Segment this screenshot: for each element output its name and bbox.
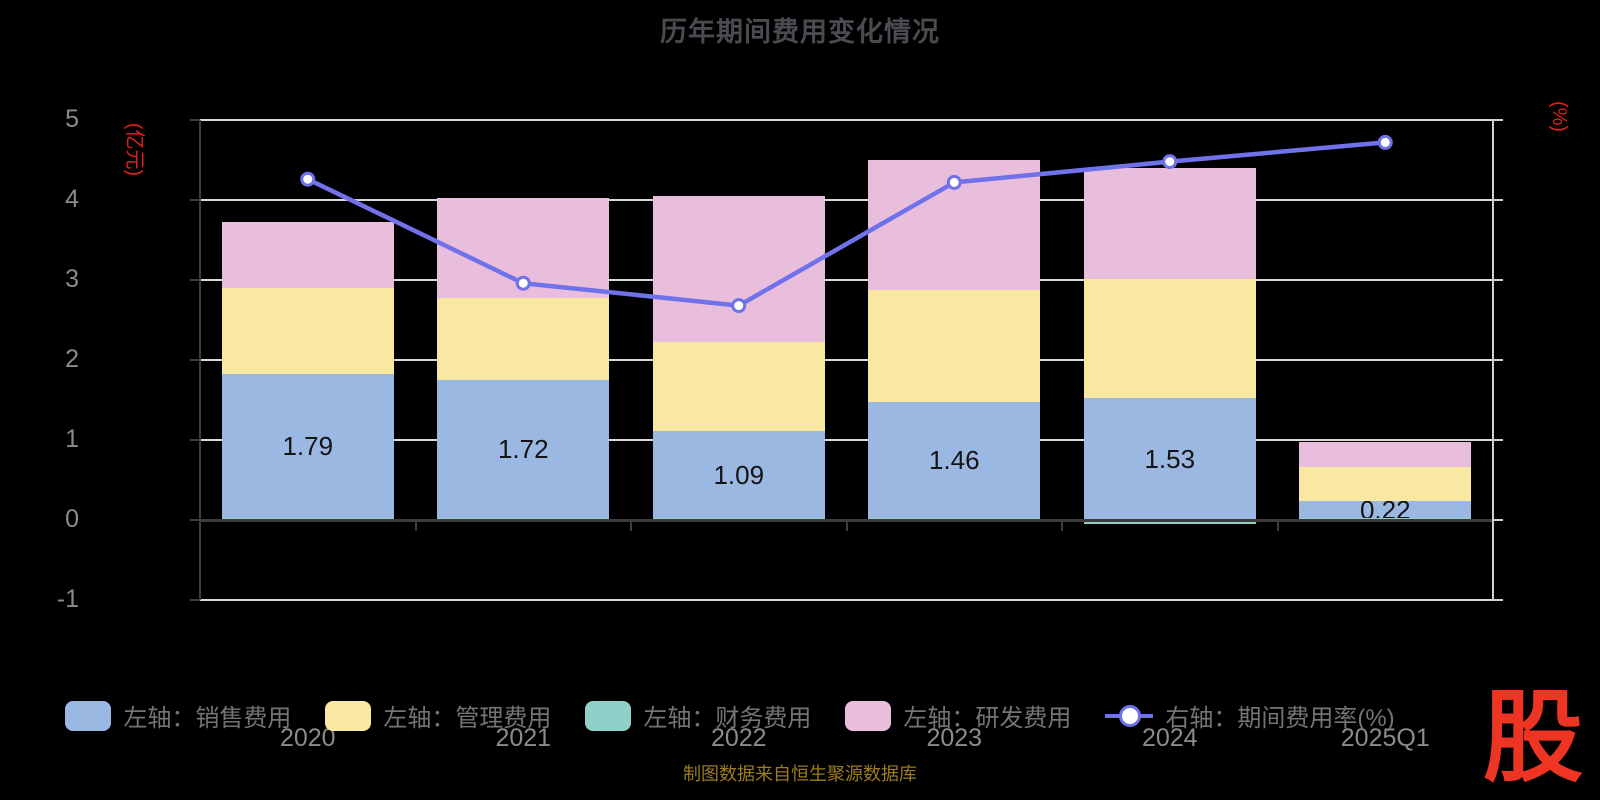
rate-line-point[interactable]	[731, 298, 747, 314]
legend-swatch	[325, 700, 372, 731]
x-axis-tick	[1061, 520, 1063, 531]
bar-value-label: 1.72	[497, 433, 549, 464]
legend-item[interactable]: 左轴：研发费用	[845, 698, 1071, 733]
gridline	[200, 439, 1493, 441]
right-axis-tick	[1493, 519, 1503, 521]
legend-swatch	[585, 700, 632, 731]
bar-segment-admin[interactable]	[1299, 467, 1472, 501]
left-axis-tick	[190, 599, 200, 601]
x-axis-category-label: 2020	[279, 724, 336, 752]
rate-line-point[interactable]	[1377, 134, 1393, 150]
rate-line-layer	[300, 134, 1393, 314]
data-source-note: 制图数据来自恒生聚源数据库	[683, 764, 917, 784]
plot-area: 543210-130252015105020202021202220232024…	[57, 107, 1503, 752]
legend-item[interactable]: 左轴：管理费用	[325, 698, 551, 733]
bar-segment-sales[interactable]: 0.22	[1299, 500, 1472, 519]
legend-swatch	[845, 700, 892, 731]
left-axis-tick-label: 2	[65, 345, 79, 373]
right-axis-tick	[1493, 359, 1503, 361]
legend-label: 左轴：财务费用	[643, 705, 812, 732]
bar-segment-sales[interactable]: 1.53	[1083, 397, 1256, 520]
rate-line	[306, 140, 1386, 308]
left-axis-unit-label: (亿元)	[123, 122, 146, 177]
legend: 左轴：销售费用 左轴：管理费用 左轴：财务费用 左轴：研发费用 右轴：期间费用率(%)	[0, 698, 1460, 733]
bar-segment-sales[interactable]: 1.46	[868, 401, 1041, 519]
bar-segment-admin[interactable]	[868, 289, 1041, 402]
right-axis-tick	[1493, 279, 1503, 281]
left-axis-tick-label: 1	[65, 425, 79, 453]
bar-segment-rnd[interactable]	[221, 222, 394, 288]
x-axis-tick	[630, 520, 632, 531]
bar-value-label: 1.09	[713, 459, 765, 490]
chart-title: 历年期间费用变化情况	[660, 17, 940, 47]
left-axis-tick-label: 3	[65, 265, 79, 293]
stock-logo-glyph: 股	[1483, 682, 1583, 794]
right-axis-tick	[1493, 199, 1503, 201]
bar-segment-rnd[interactable]	[1299, 442, 1472, 468]
bar-value-label: 1.53	[1144, 443, 1196, 474]
legend-swatch	[65, 700, 112, 731]
right-axis-tick	[1493, 599, 1503, 601]
left-axis-tick	[190, 199, 200, 201]
left-axis-tick-label: 4	[65, 185, 79, 213]
bar-segment-sales[interactable]: 1.79	[221, 374, 394, 518]
x-axis-category-label: 2023	[926, 724, 983, 752]
left-axis-tick	[190, 279, 200, 281]
bar-segment-admin[interactable]	[1083, 279, 1256, 398]
bar-segment-sales[interactable]: 1.09	[652, 431, 825, 519]
rate-line-point[interactable]	[515, 275, 531, 291]
gridline	[200, 199, 1493, 201]
legend-item[interactable]: 左轴：财务费用	[585, 698, 811, 733]
bar-segment-finance[interactable]	[221, 517, 394, 520]
x-axis-category-label: 2022	[710, 724, 767, 752]
bar-segment-finance[interactable]	[437, 517, 610, 520]
bar-segment-admin[interactable]	[652, 342, 825, 432]
right-axis-unit-label: (%)	[1548, 100, 1571, 133]
legend-line-symbol	[1105, 701, 1154, 731]
bar-segment-admin[interactable]	[437, 298, 610, 380]
left-axis-tick	[190, 439, 200, 441]
bar-segment-finance[interactable]	[1083, 520, 1256, 524]
rate-line-point[interactable]	[946, 174, 962, 190]
x-axis-tick	[845, 520, 848, 531]
gridline	[200, 599, 1493, 601]
legend-label: 左轴：研发费用	[903, 705, 1072, 732]
gridline	[200, 279, 1493, 281]
legend-item[interactable]: 左轴：销售费用	[65, 698, 291, 733]
bar-segment-sales[interactable]: 1.72	[437, 380, 610, 518]
rate-line-point[interactable]	[300, 171, 316, 187]
left-axis-tick	[190, 519, 200, 521]
left-axis-tick-label: 0	[65, 505, 79, 533]
bar-segment-rnd[interactable]	[1083, 168, 1256, 280]
x-axis-category-label: 2021	[495, 724, 552, 752]
left-axis-tick-label: -1	[56, 585, 79, 613]
legend-item[interactable]: 右轴：期间费用率(%)	[1105, 698, 1395, 733]
x-axis-tick	[414, 520, 417, 531]
x-axis-tick	[1276, 520, 1279, 531]
left-axis-tick-label: 5	[65, 105, 79, 133]
bar-segment-rnd[interactable]	[652, 196, 825, 343]
bar-segment-admin[interactable]	[221, 288, 394, 375]
x-axis-category-label: 2024	[1141, 724, 1198, 752]
right-axis-tick	[1493, 439, 1503, 441]
bar-value-label: 0.22	[1359, 500, 1411, 519]
bar-value-label: 1.79	[282, 430, 334, 461]
bar-value-label: 1.46	[928, 444, 980, 475]
legend-label: 左轴：销售费用	[123, 705, 292, 732]
gridline	[200, 359, 1493, 361]
gridline	[200, 119, 1493, 121]
legend-label: 左轴：管理费用	[383, 705, 552, 732]
x-axis-category-label: 2025Q1	[1340, 724, 1430, 752]
left-axis-tick	[190, 119, 200, 121]
right-axis-tick	[1493, 119, 1503, 121]
left-axis-tick	[190, 359, 200, 361]
legend-label: 右轴：期间费用率(%)	[1165, 705, 1395, 732]
rate-line-point[interactable]	[1162, 154, 1178, 170]
left-y-axis-line	[199, 120, 201, 600]
